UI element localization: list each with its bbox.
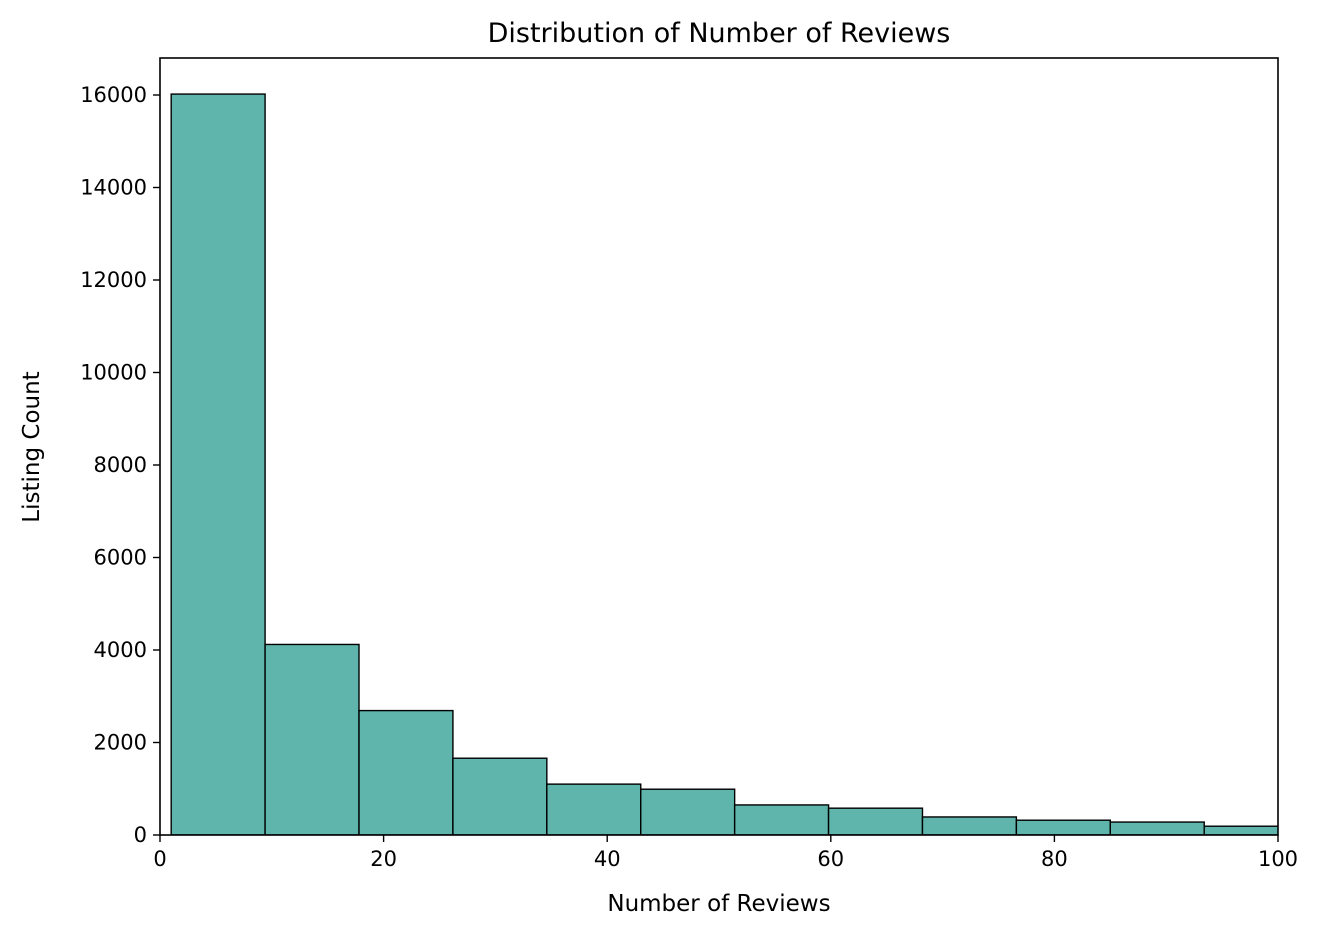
histogram-bar-9 — [1015, 819, 1112, 835]
x-axis-ticks: 0 20 40 60 80 100 — [153, 835, 1298, 871]
y-axis-label: Listing Count — [19, 371, 45, 522]
y-tick-label-4: 8000 — [94, 453, 147, 477]
histogram-bar-8 — [921, 816, 1018, 835]
histogram-bar-10 — [1109, 821, 1205, 835]
chart-title: Distribution of Number of Reviews — [488, 18, 951, 49]
y-tick-label-3: 6000 — [94, 546, 147, 570]
y-tick-label-1: 2000 — [94, 731, 147, 755]
histogram-bar-3 — [452, 757, 548, 835]
x-axis-label: Number of Reviews — [607, 891, 830, 917]
y-tick-label-0: 0 — [134, 823, 147, 847]
histogram-bars — [170, 93, 1278, 835]
histogram-bar-2 — [358, 709, 454, 835]
histogram-bar-0 — [170, 93, 266, 835]
histogram-bar-6 — [733, 804, 830, 835]
x-tick-label-5: 100 — [1258, 847, 1298, 871]
y-tick-label-6: 12000 — [80, 268, 147, 292]
histogram-bar-11 — [1203, 825, 1278, 835]
y-tick-label-7: 14000 — [80, 176, 147, 200]
plot-area-frame — [159, 57, 1279, 836]
histogram-bar-7 — [827, 807, 924, 835]
x-tick-label-4: 80 — [1041, 847, 1068, 871]
histogram-bar-5 — [640, 788, 736, 835]
x-tick-label-2: 40 — [594, 847, 621, 871]
y-axis-ticks: 0 2000 4000 6000 8000 10000 12000 14000 16000 — [80, 83, 160, 847]
histogram-bar-1 — [264, 643, 360, 835]
x-tick-label-0: 0 — [153, 847, 166, 871]
x-tick-label-3: 60 — [817, 847, 844, 871]
y-tick-label-5: 10000 — [80, 361, 147, 385]
histogram-bar-4 — [546, 783, 642, 835]
y-tick-label-2: 4000 — [94, 638, 147, 662]
y-tick-label-8: 16000 — [80, 83, 147, 107]
x-tick-label-1: 20 — [370, 847, 397, 871]
